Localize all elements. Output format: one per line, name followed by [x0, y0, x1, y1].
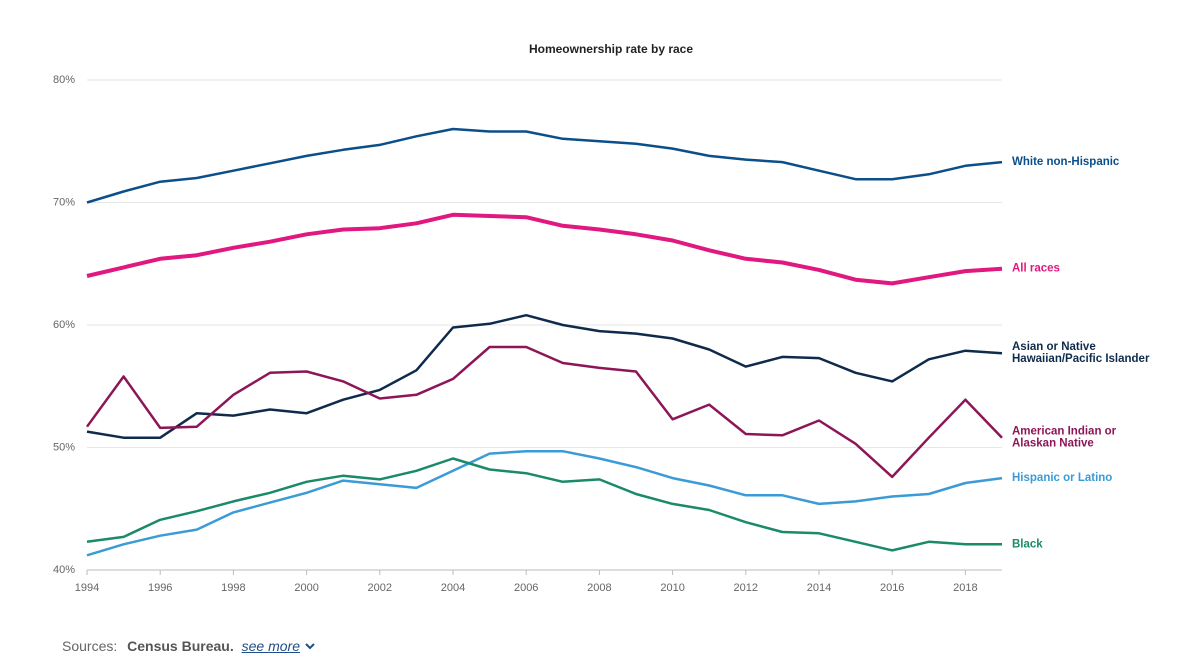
footer: Sources: Census Bureau. see more	[62, 638, 316, 654]
y-tick-label: 70%	[53, 196, 75, 208]
x-tick-label: 1996	[148, 582, 172, 594]
y-tick-label: 60%	[53, 319, 75, 331]
y-tick-label: 80%	[53, 74, 75, 86]
sources-label: Sources:	[62, 638, 118, 654]
x-tick-label: 2004	[441, 582, 465, 594]
chart-title: Homeownership rate by race	[529, 42, 693, 56]
chevron-icon[interactable]	[304, 642, 316, 652]
series-label: Hispanic or Latino	[1012, 472, 1112, 484]
series-line	[86, 127, 1003, 204]
series-label: Black	[1012, 538, 1043, 550]
x-tick-label: 2002	[368, 582, 392, 594]
x-tick-label: 2008	[587, 582, 611, 594]
x-tick-label: 2000	[294, 582, 318, 594]
series-line	[86, 457, 1002, 552]
x-tick-label: 2010	[660, 582, 684, 594]
series-line	[86, 313, 1003, 439]
x-tick-label: 2014	[807, 582, 831, 594]
y-tick-label: 50%	[53, 441, 75, 453]
chart: Homeownership rate by race 40% 50% 60% 70% 8…	[53, 42, 1150, 594]
series-label: White non-Hispanic	[1012, 156, 1120, 168]
x-tick-label: 1994	[75, 582, 99, 594]
series-line	[86, 212, 1003, 286]
series-line	[86, 449, 1003, 557]
x-tick-label: 1998	[221, 582, 245, 594]
series-label: All races	[1012, 263, 1060, 275]
series-label: American Indian or Alaskan Native	[1012, 426, 1119, 450]
see-more-link[interactable]: see more	[241, 638, 300, 654]
series-label: Asian or Native Hawaiian/Pacific Islande…	[1012, 341, 1150, 365]
x-tick-label: 2018	[953, 582, 977, 594]
x-tick-label: 2016	[880, 582, 904, 594]
x-tick-label: 2012	[734, 582, 758, 594]
y-tick-label: 40%	[53, 564, 75, 576]
x-tick-label: 2006	[514, 582, 538, 594]
source: Census Bureau.	[127, 638, 234, 654]
series-line	[85, 345, 1003, 479]
